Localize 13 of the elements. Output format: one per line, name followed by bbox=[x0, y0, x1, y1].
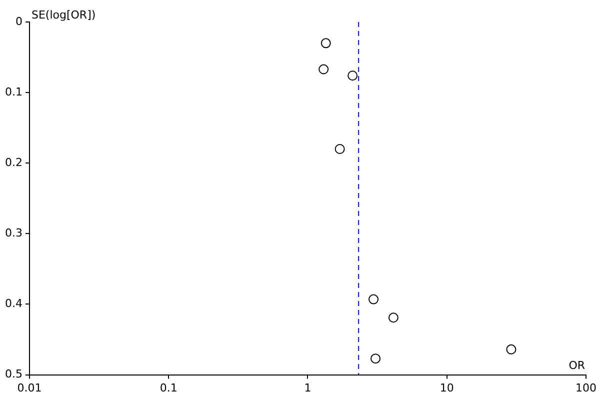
y-tick-label: 0.1 bbox=[4, 85, 22, 98]
x-tick-label: 10 bbox=[440, 381, 454, 394]
y-tick-label: 0.5 bbox=[4, 368, 22, 381]
x-tick-label: 100 bbox=[576, 381, 596, 394]
y-tick-label: 0.4 bbox=[4, 297, 22, 310]
x-tick-label: 0.01 bbox=[17, 381, 42, 394]
x-axis-title: OR bbox=[568, 359, 586, 372]
x-tick-label: 0.1 bbox=[160, 381, 178, 394]
x-tick-label: 1 bbox=[304, 381, 312, 394]
y-tick-label: 0.2 bbox=[4, 156, 22, 169]
y-tick-label: 0 bbox=[15, 14, 22, 28]
y-axis-title: SE(log[OR]) bbox=[31, 8, 96, 22]
y-tick-label: 0.3 bbox=[4, 226, 22, 240]
